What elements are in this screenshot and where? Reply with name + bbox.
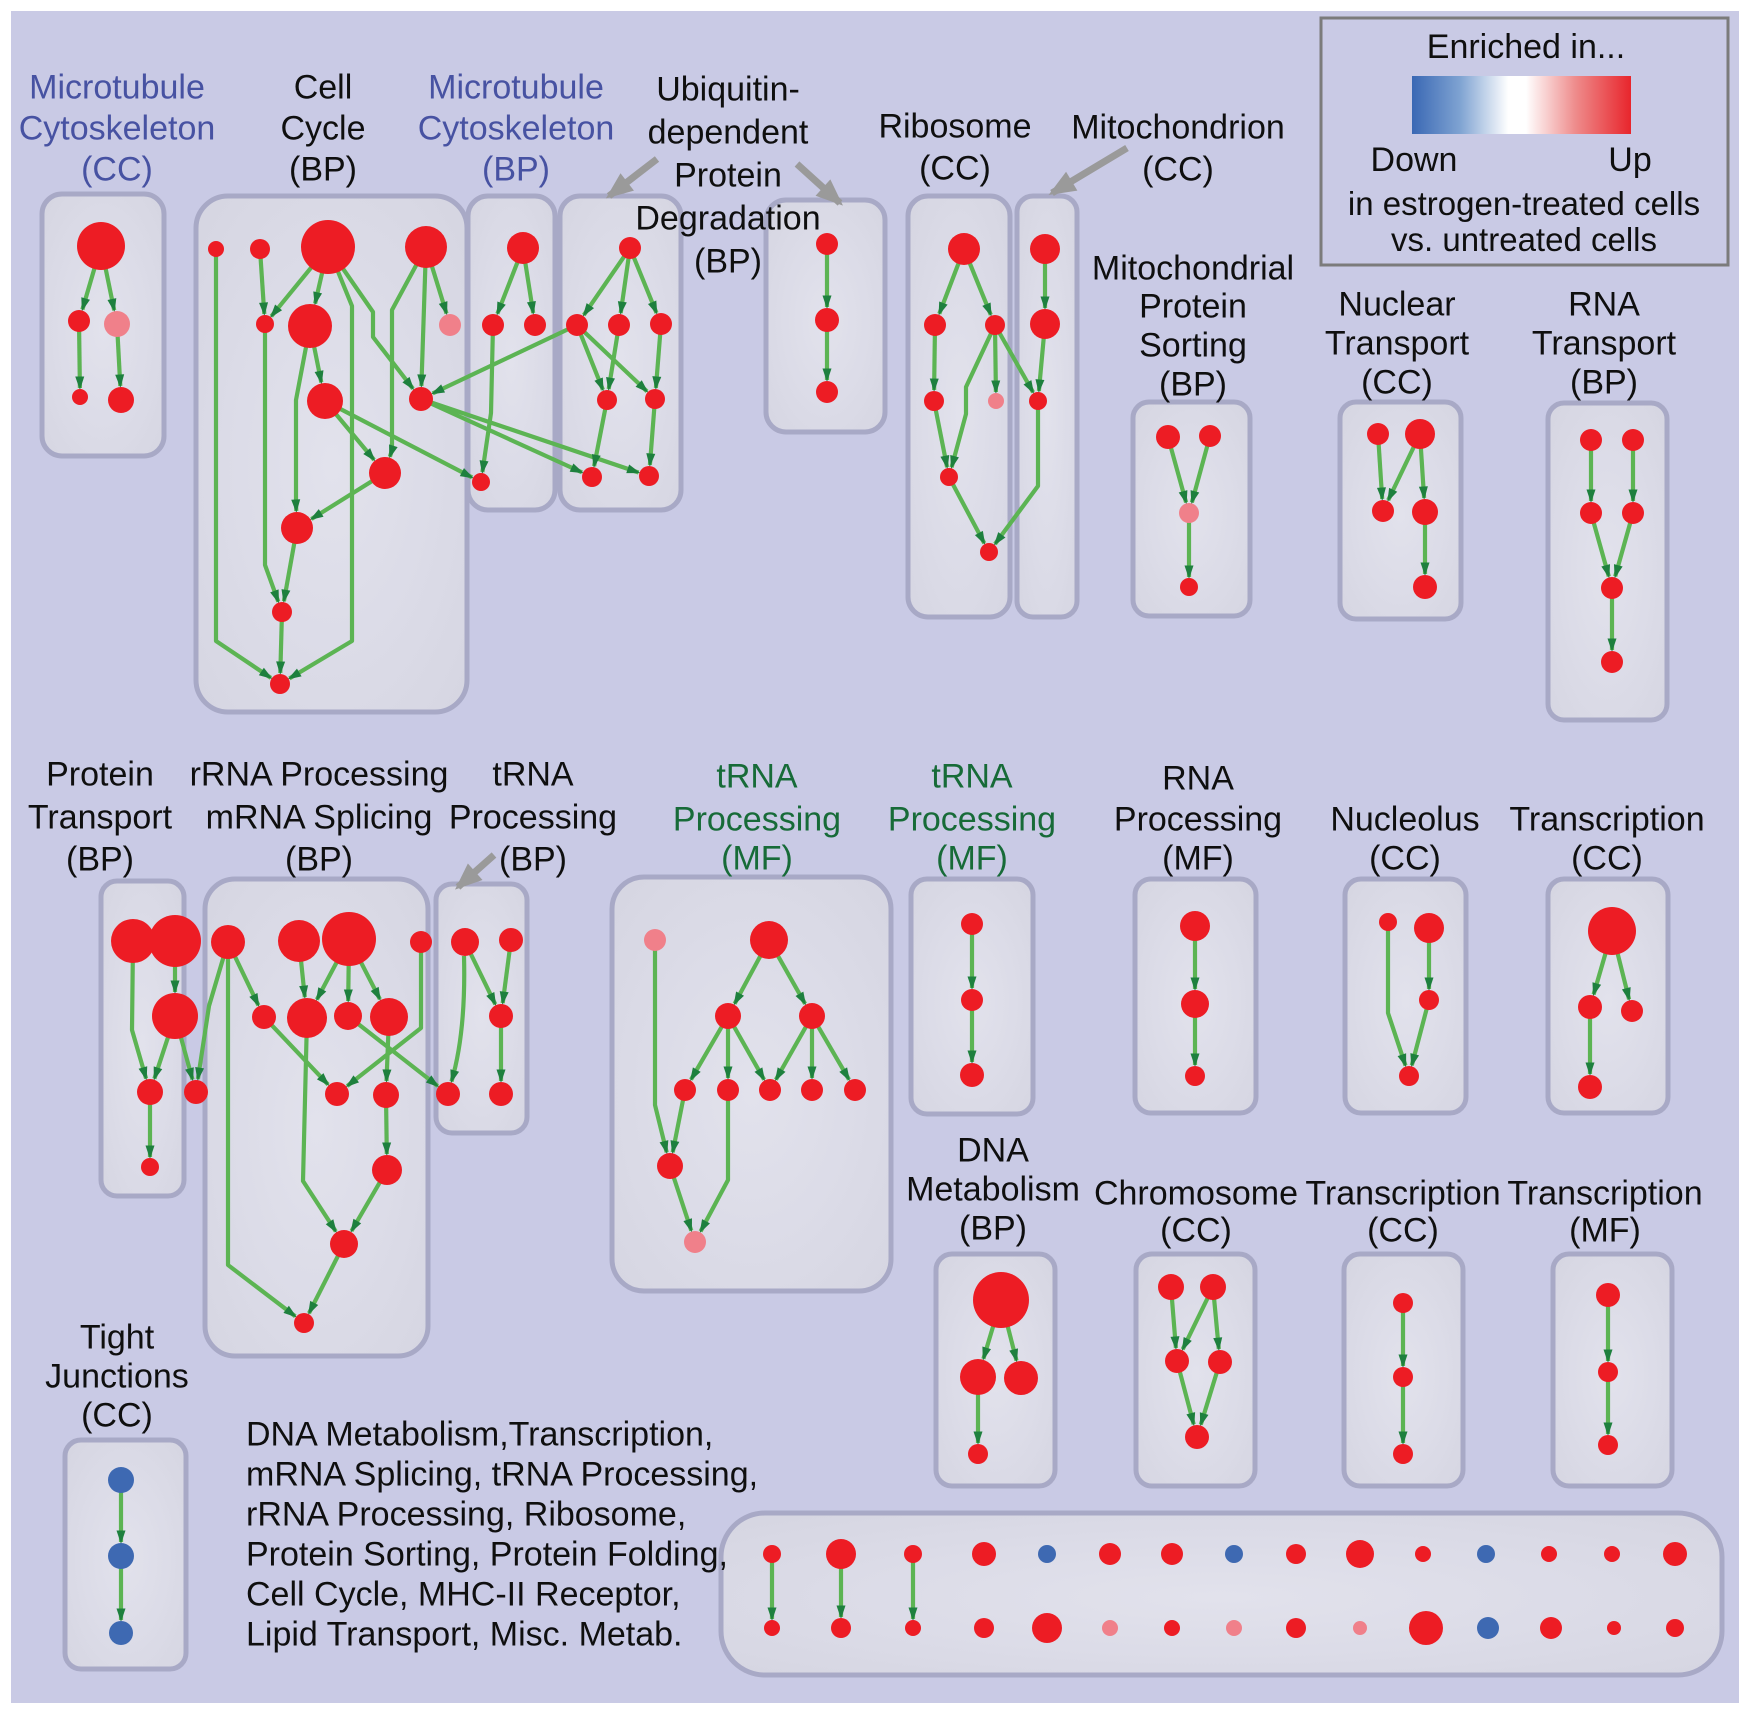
svg-text:Transport: Transport [1325, 325, 1470, 363]
svg-text:(MF): (MF) [936, 840, 1008, 878]
svg-text:(CC): (CC) [81, 151, 153, 189]
svg-text:(CC): (CC) [1361, 364, 1433, 402]
svg-text:Up: Up [1608, 141, 1651, 179]
svg-text:mRNA Splicing, tRNA Processing: mRNA Splicing, tRNA Processing, [246, 1456, 758, 1494]
svg-text:rRNA Processing: rRNA Processing [190, 756, 449, 794]
svg-text:Nuclear: Nuclear [1338, 286, 1455, 324]
svg-text:in estrogen-treated cells: in estrogen-treated cells [1348, 185, 1700, 222]
svg-text:Mitochondrion: Mitochondrion [1071, 109, 1285, 147]
svg-text:mRNA Splicing: mRNA Splicing [206, 799, 433, 837]
svg-text:(CC): (CC) [1142, 151, 1214, 189]
svg-text:Processing: Processing [1114, 801, 1282, 839]
svg-text:(BP): (BP) [959, 1210, 1027, 1248]
svg-text:RNA: RNA [1162, 760, 1234, 798]
svg-text:(CC): (CC) [1160, 1212, 1232, 1250]
svg-text:(BP): (BP) [66, 841, 134, 879]
svg-text:(CC): (CC) [1571, 840, 1643, 878]
svg-text:(BP): (BP) [1159, 366, 1227, 404]
svg-text:DNA: DNA [957, 1132, 1029, 1170]
svg-text:Processing: Processing [888, 801, 1056, 839]
svg-text:Processing: Processing [449, 799, 617, 837]
svg-text:(CC): (CC) [919, 150, 991, 188]
svg-text:Junctions: Junctions [45, 1358, 189, 1396]
svg-text:(MF): (MF) [1162, 840, 1234, 878]
svg-text:(CC): (CC) [81, 1397, 153, 1435]
svg-text:DNA Metabolism,Transcription,: DNA Metabolism,Transcription, [246, 1416, 713, 1454]
svg-text:Protein: Protein [1139, 288, 1247, 326]
svg-text:tRNA: tRNA [716, 758, 798, 796]
svg-text:(CC): (CC) [1367, 1212, 1439, 1250]
svg-text:(BP): (BP) [1570, 364, 1638, 402]
svg-text:Protein: Protein [674, 157, 782, 195]
svg-text:Mitochondrial: Mitochondrial [1092, 250, 1294, 288]
svg-text:Tight: Tight [80, 1319, 155, 1357]
svg-text:Cell Cycle, MHC-II Receptor,: Cell Cycle, MHC-II Receptor, [246, 1576, 681, 1614]
svg-text:Degradation: Degradation [635, 200, 820, 238]
svg-text:(BP): (BP) [289, 151, 357, 189]
svg-text:Transcription: Transcription [1507, 1175, 1702, 1213]
svg-text:tRNA: tRNA [931, 758, 1013, 796]
svg-text:dependent: dependent [648, 114, 809, 152]
svg-text:tRNA: tRNA [492, 756, 574, 794]
svg-text:Down: Down [1371, 141, 1458, 179]
svg-text:(MF): (MF) [721, 840, 793, 878]
svg-text:Sorting: Sorting [1139, 327, 1247, 365]
svg-text:(CC): (CC) [1369, 840, 1441, 878]
svg-text:Cell: Cell [294, 69, 353, 107]
svg-text:Protein Sorting, Protein Foldi: Protein Sorting, Protein Folding, [246, 1536, 728, 1574]
svg-text:Chromosome: Chromosome [1094, 1175, 1298, 1213]
svg-text:Cycle: Cycle [280, 110, 365, 148]
svg-text:Metabolism: Metabolism [906, 1171, 1080, 1209]
svg-text:Microtubule: Microtubule [29, 69, 205, 107]
svg-text:Enriched in...: Enriched in... [1427, 28, 1625, 66]
svg-text:rRNA Processing, Ribosome,: rRNA Processing, Ribosome, [246, 1496, 686, 1534]
svg-text:vs. untreated cells: vs. untreated cells [1391, 221, 1657, 258]
svg-text:Ribosome: Ribosome [878, 108, 1031, 146]
svg-text:Nucleolus: Nucleolus [1330, 801, 1479, 839]
svg-text:(BP): (BP) [499, 841, 567, 879]
svg-text:Cytoskeleton: Cytoskeleton [19, 110, 216, 148]
svg-text:Transport: Transport [28, 799, 173, 837]
svg-text:Lipid Transport, Misc. Metab.: Lipid Transport, Misc. Metab. [246, 1616, 683, 1654]
svg-text:Protein: Protein [46, 756, 154, 794]
svg-text:Cytoskeleton: Cytoskeleton [418, 110, 615, 148]
svg-text:(BP): (BP) [694, 243, 762, 281]
svg-text:Processing: Processing [673, 801, 841, 839]
svg-text:Transport: Transport [1532, 325, 1677, 363]
svg-text:Transcription: Transcription [1305, 1175, 1500, 1213]
svg-text:Ubiquitin-: Ubiquitin- [656, 71, 800, 109]
svg-text:Microtubule: Microtubule [428, 69, 604, 107]
svg-text:(BP): (BP) [285, 841, 353, 879]
svg-text:(MF): (MF) [1569, 1212, 1641, 1250]
svg-text:(BP): (BP) [482, 151, 550, 189]
svg-text:RNA: RNA [1568, 286, 1640, 324]
svg-text:Transcription: Transcription [1509, 801, 1704, 839]
